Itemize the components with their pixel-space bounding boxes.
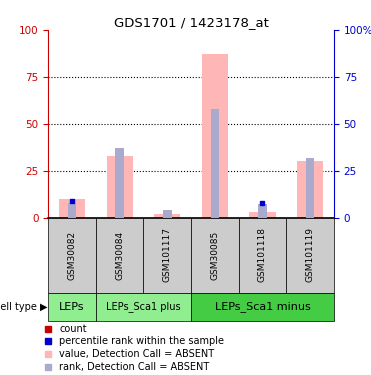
Bar <box>96 292 191 321</box>
Text: GSM101117: GSM101117 <box>163 228 172 282</box>
Bar <box>211 109 219 217</box>
Bar <box>106 156 133 218</box>
Text: GSM30084: GSM30084 <box>115 230 124 280</box>
Text: GSM30082: GSM30082 <box>68 230 76 280</box>
Text: LEPs_Sca1 plus: LEPs_Sca1 plus <box>106 301 181 312</box>
Text: value, Detection Call = ABSENT: value, Detection Call = ABSENT <box>59 349 214 359</box>
Bar <box>48 217 96 292</box>
Bar <box>48 292 96 321</box>
Text: rank, Detection Call = ABSENT: rank, Detection Call = ABSENT <box>59 362 209 372</box>
Bar <box>59 199 85 217</box>
Bar <box>68 202 76 217</box>
Bar <box>163 210 171 218</box>
Bar <box>249 212 276 217</box>
Bar <box>191 292 334 321</box>
Bar <box>258 204 267 218</box>
Bar <box>202 54 228 217</box>
Text: LEPs: LEPs <box>59 302 85 312</box>
Bar <box>239 217 286 292</box>
Text: LEPs_Sca1 minus: LEPs_Sca1 minus <box>214 301 311 312</box>
Text: count: count <box>59 324 87 334</box>
Bar <box>191 217 239 292</box>
Bar <box>286 217 334 292</box>
Text: GSM30085: GSM30085 <box>210 230 219 280</box>
Title: GDS1701 / 1423178_at: GDS1701 / 1423178_at <box>114 16 269 29</box>
Bar <box>306 158 314 218</box>
Bar <box>297 161 323 218</box>
Text: cell type ▶: cell type ▶ <box>0 302 47 312</box>
Bar <box>144 217 191 292</box>
Bar <box>96 217 144 292</box>
Text: GSM101118: GSM101118 <box>258 228 267 282</box>
Text: percentile rank within the sample: percentile rank within the sample <box>59 336 224 346</box>
Bar <box>154 214 180 217</box>
Bar <box>115 148 124 217</box>
Text: GSM101119: GSM101119 <box>306 228 315 282</box>
